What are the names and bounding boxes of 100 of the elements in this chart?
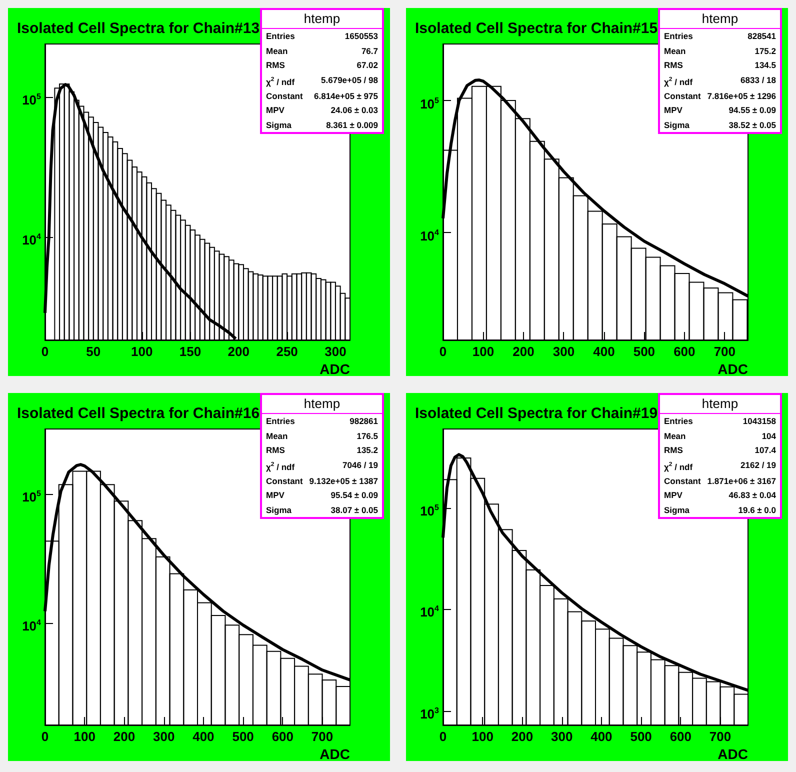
x-tick-label: 500 bbox=[630, 729, 652, 744]
annotation: RMS bbox=[266, 444, 285, 457]
annotation: Constant bbox=[266, 90, 303, 103]
annotation: 1.871e+06 ± 3167 bbox=[707, 474, 776, 488]
x-tick-label: 150 bbox=[179, 344, 202, 359]
text: 1043158 bbox=[742, 415, 776, 428]
x-tick-label: 0 bbox=[41, 344, 49, 359]
y-tick-label: 10$^{4}$ bbox=[22, 616, 41, 636]
text: 176.5 bbox=[356, 430, 378, 442]
annotation: MPV bbox=[266, 489, 284, 502]
text: htemp bbox=[262, 395, 382, 414]
annotation: 38.07 ± 0.05 bbox=[330, 504, 378, 517]
y-tick-label: 10$^{4}$ bbox=[420, 603, 439, 622]
annotation: 8.361 ± 0.009 bbox=[326, 118, 378, 132]
text: Entries bbox=[266, 415, 295, 428]
chart-title: Isolated Cell Spectra for Chain#13 bbox=[17, 20, 260, 37]
annotation: χ$^{2}$ / ndf bbox=[664, 75, 693, 89]
annotation: RMS bbox=[664, 59, 683, 72]
x-tick-label: 100 bbox=[74, 729, 96, 744]
text: htemp bbox=[262, 10, 382, 29]
annotation: Mean bbox=[266, 430, 288, 442]
x-tick-label: 700 bbox=[311, 729, 334, 744]
annotation: Sigma bbox=[664, 118, 690, 132]
annotation: 6.814e+05 ± 975 bbox=[314, 90, 378, 103]
x-tick-label: 50 bbox=[86, 344, 101, 359]
x-tick-label: 200 bbox=[113, 729, 136, 744]
x-tick-label: 100 bbox=[472, 729, 494, 744]
annotation: χ$^{2}$ / ndf bbox=[266, 460, 295, 474]
text: 1650553 bbox=[344, 30, 378, 43]
annotation: Mean bbox=[664, 430, 686, 442]
text: 982861 bbox=[350, 415, 378, 428]
annotation: 24.06 ± 0.03 bbox=[330, 104, 378, 118]
text: 135.2 bbox=[356, 444, 378, 457]
x-tick-label: 400 bbox=[590, 729, 612, 744]
text: 828541 bbox=[748, 30, 776, 43]
annotation: χ$^{2}$ / ndf bbox=[664, 460, 693, 474]
x-tick-label: 200 bbox=[228, 344, 250, 359]
x-tick-label: 200 bbox=[512, 344, 534, 359]
annotation: RMS bbox=[266, 59, 285, 72]
chart-title: Isolated Cell Spectra for Chain#16 bbox=[17, 405, 260, 422]
annotation: MPV bbox=[266, 104, 284, 118]
x-tick-label: 250 bbox=[276, 344, 298, 359]
x-tick-label: 0 bbox=[439, 729, 447, 744]
annotation: Mean bbox=[664, 44, 686, 58]
text: htemp bbox=[660, 395, 780, 414]
annotation: 2162 / 19 bbox=[740, 458, 776, 472]
annotation: 7.816e+05 ± 1296 bbox=[707, 90, 776, 103]
x-axis-title: ADC bbox=[718, 361, 748, 377]
annotation: 46.83 ± 0.04 bbox=[728, 489, 776, 502]
annotation: Sigma bbox=[664, 504, 690, 517]
annotation: 7046 / 19 bbox=[342, 458, 378, 472]
text: 104 bbox=[762, 430, 776, 442]
annotation: MPV bbox=[664, 104, 682, 118]
annotation: Sigma bbox=[266, 118, 292, 132]
annotation: 6833 / 18 bbox=[740, 74, 776, 86]
text: Entries bbox=[664, 30, 693, 43]
annotation: Constant bbox=[664, 90, 701, 103]
text: 134.5 bbox=[754, 59, 776, 72]
annotation: 38.52 ± 0.05 bbox=[728, 118, 776, 132]
y-tick-label: 10$^{5}$ bbox=[420, 502, 439, 520]
x-tick-label: 600 bbox=[670, 729, 692, 744]
x-tick-label: 200 bbox=[511, 729, 534, 744]
annotation: 19.6 ± 0.0 bbox=[738, 504, 776, 517]
y-tick-label: 10$^{5}$ bbox=[22, 488, 41, 506]
text: 175.2 bbox=[754, 44, 776, 58]
chart-title: Isolated Cell Spectra for Chain#19 bbox=[415, 405, 658, 422]
text: htemp bbox=[660, 10, 780, 29]
x-tick-label: 500 bbox=[633, 344, 656, 359]
x-tick-label: 0 bbox=[41, 729, 49, 744]
x-axis-title: ADC bbox=[320, 746, 350, 762]
x-tick-label: 100 bbox=[130, 344, 153, 359]
text: Entries bbox=[266, 30, 295, 43]
x-tick-label: 300 bbox=[550, 729, 573, 744]
x-tick-label: 500 bbox=[232, 729, 254, 744]
annotation: RMS bbox=[664, 444, 683, 457]
text: 107.4 bbox=[754, 444, 776, 457]
annotation: MPV bbox=[664, 489, 682, 502]
y-tick-label: 10$^{4}$ bbox=[420, 226, 439, 245]
y-tick-label: 10$^{3}$ bbox=[420, 704, 439, 724]
x-tick-label: 600 bbox=[674, 344, 696, 359]
x-tick-label: 300 bbox=[152, 729, 175, 744]
x-tick-label: 100 bbox=[472, 344, 494, 359]
y-tick-label: 10$^{5}$ bbox=[22, 91, 41, 110]
annotation: 94.55 ± 0.09 bbox=[728, 104, 776, 118]
annotation: 5.679e+05 / 98 bbox=[321, 74, 378, 86]
text: Entries bbox=[664, 415, 693, 428]
annotation: χ$^{2}$ / ndf bbox=[266, 75, 295, 89]
x-tick-label: 300 bbox=[552, 344, 575, 359]
x-tick-label: 700 bbox=[714, 344, 736, 359]
text: 76.7 bbox=[361, 44, 378, 58]
y-tick-label: 10$^{4}$ bbox=[22, 231, 41, 250]
x-tick-label: 700 bbox=[709, 729, 732, 744]
annotation: Constant bbox=[664, 474, 701, 488]
x-tick-label: 300 bbox=[324, 344, 346, 359]
annotation: 95.54 ± 0.09 bbox=[330, 489, 378, 502]
annotation: 9.132e+05 ± 1387 bbox=[309, 474, 378, 488]
x-tick-label: 400 bbox=[593, 344, 615, 359]
annotation: Mean bbox=[266, 44, 288, 58]
y-tick-label: 10$^{5}$ bbox=[420, 94, 439, 113]
chart-title: Isolated Cell Spectra for Chain#15 bbox=[415, 20, 658, 37]
